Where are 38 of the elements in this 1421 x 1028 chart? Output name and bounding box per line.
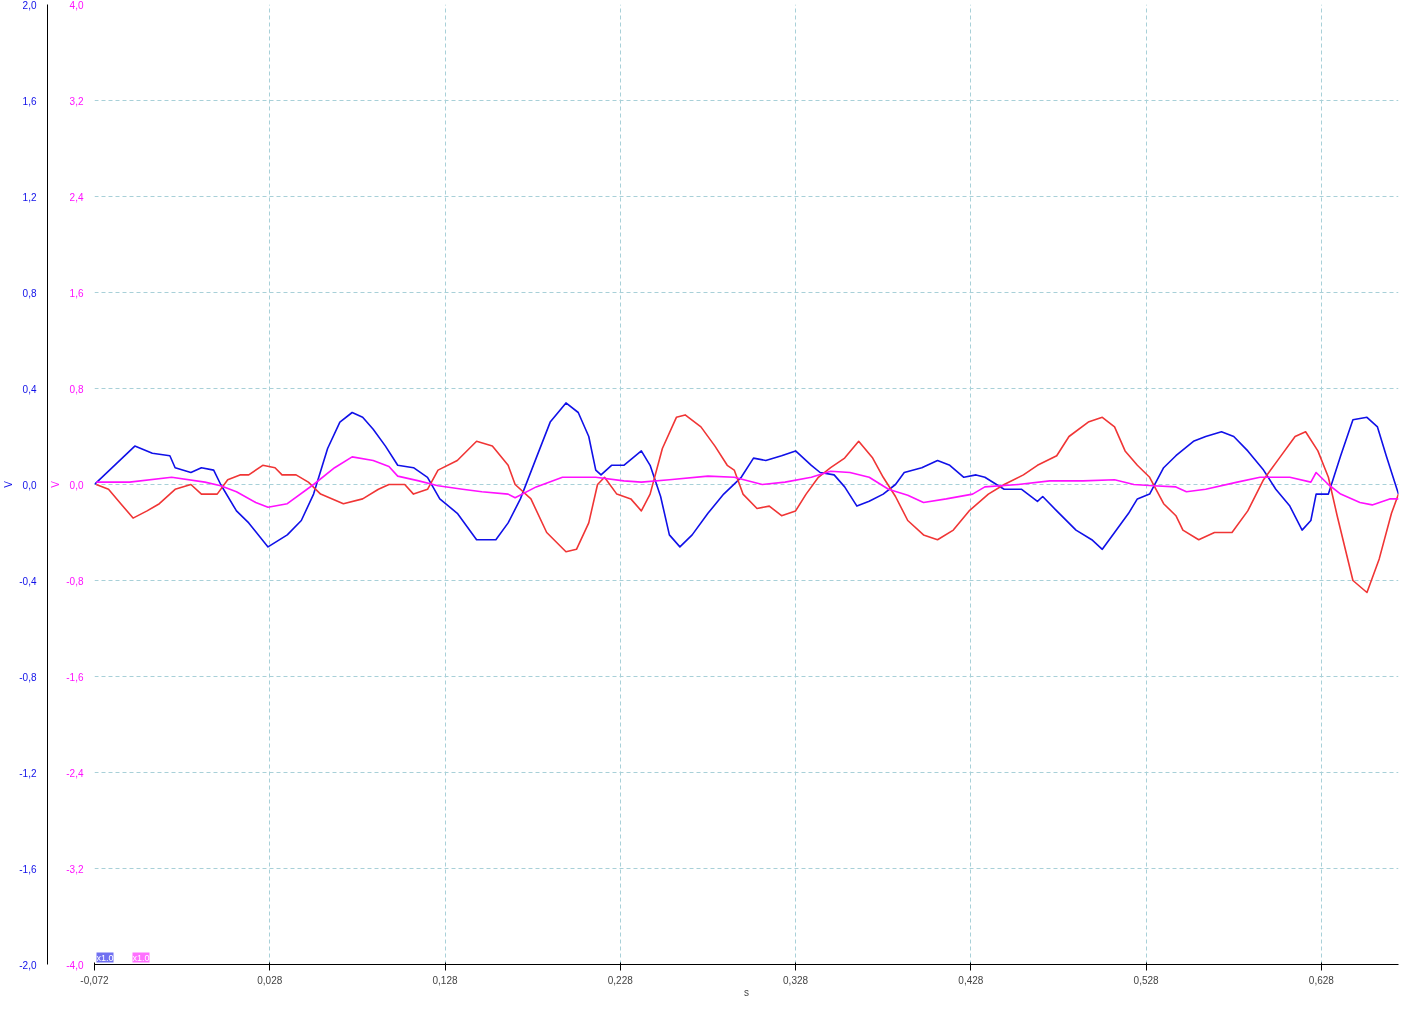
- y2-tick-label: 3,2: [69, 95, 84, 107]
- y-tick-label: 1,2: [22, 191, 37, 203]
- line-series: [95, 414, 1399, 594]
- y-tick-label: 0,4: [22, 383, 37, 395]
- x-tick-label: 0,128: [432, 974, 458, 986]
- x-tick-label: 0,628: [1308, 974, 1335, 986]
- y2-tick-label: 2,4: [69, 191, 84, 203]
- y2-tick-label: 0,8: [69, 383, 84, 395]
- y-tick-label: -0,8: [19, 671, 37, 683]
- y2-tick-label: -1,6: [66, 671, 84, 683]
- y2-tick-label: 1,6: [69, 287, 84, 299]
- y-tick-label: -1,6: [19, 863, 37, 875]
- annotation: x1.0: [132, 952, 150, 963]
- y-tick-label: -1,2: [19, 767, 37, 779]
- line-series: [95, 456, 1399, 509]
- line-series: [94, 402, 1399, 551]
- y-tick-label: 0,8: [22, 287, 37, 299]
- y2-tick-label: 4,0: [69, 0, 84, 11]
- y-tick-label: -2,0: [19, 959, 37, 971]
- y2-tick-label: -4,0: [66, 959, 84, 971]
- x-tick-label: 0,528: [1133, 974, 1160, 986]
- y-axis-title: V: [3, 480, 15, 488]
- y-tick-label: 2,0: [22, 0, 37, 11]
- y2-axis-title: V: [50, 480, 62, 488]
- y2-tick-label: -3,2: [66, 863, 84, 875]
- x-tick-label: 0,428: [958, 974, 984, 986]
- y-tick-label: 0,0: [22, 479, 37, 491]
- x-tick-label: 0,328: [783, 974, 809, 986]
- y2-tick-label: 0,0: [69, 479, 84, 491]
- x-tick-label: 0,028: [257, 974, 283, 986]
- y-tick-label: -0,4: [19, 575, 37, 587]
- x-tick-label: 0,228: [607, 974, 634, 986]
- x-tick-label: -0,072: [80, 974, 110, 986]
- x-axis-title: s: [744, 986, 749, 998]
- y2-tick-label: -0,8: [66, 575, 84, 587]
- y2-tick-label: -2,4: [66, 767, 84, 779]
- y-tick-label: 1,6: [22, 95, 37, 107]
- annotation: x1.0: [96, 952, 114, 963]
